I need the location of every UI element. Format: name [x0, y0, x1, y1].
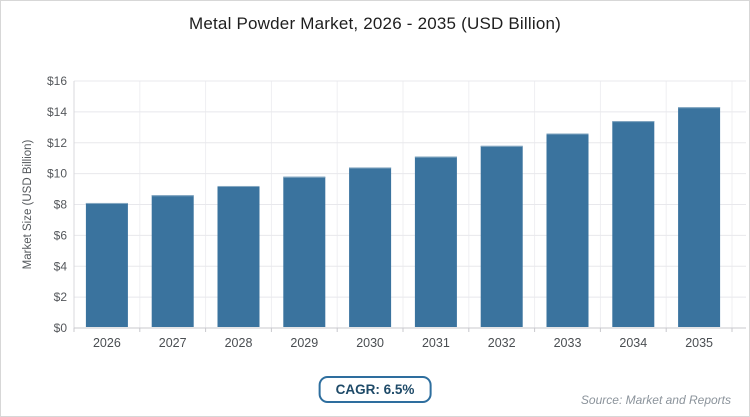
y-tick-label: $12	[47, 136, 67, 150]
y-tick-label: $8	[54, 198, 68, 212]
cagr-label: CAGR: 6.5%	[335, 382, 415, 397]
bar	[151, 195, 194, 327]
x-tick-label: 2035	[685, 336, 713, 350]
x-tick-label: 2029	[290, 336, 318, 350]
bar	[414, 156, 457, 327]
bar	[85, 202, 128, 327]
bar	[678, 107, 721, 328]
y-tick-label: $0	[54, 321, 68, 335]
x-tick-label: 2026	[93, 336, 121, 350]
bar	[480, 145, 523, 327]
y-tick-label: $14	[47, 105, 67, 119]
x-tick-label: 2034	[619, 336, 647, 350]
y-tick-label: $10	[47, 167, 67, 181]
y-tick-label: $6	[54, 228, 68, 242]
chart-title: Metal Powder Market, 2026 - 2035 (USD Bi…	[188, 14, 562, 33]
y-tick-label: $4	[54, 259, 68, 273]
source-attribution: Source: Market and Reports	[580, 393, 731, 407]
x-tick-label: 2028	[225, 336, 253, 350]
bar	[349, 167, 392, 327]
x-tick-label: 2027	[159, 336, 187, 350]
bar	[283, 176, 326, 327]
cagr-badge: CAGR: 6.5%	[318, 376, 432, 403]
y-tick-label: $16	[47, 74, 67, 88]
bar	[546, 133, 589, 327]
x-tick-label: 2032	[488, 336, 516, 350]
x-tick-label: 2033	[554, 336, 582, 350]
y-axis-title: Market Size (USD Billion)	[22, 139, 34, 269]
bar	[612, 121, 655, 327]
bar	[217, 185, 260, 327]
y-tick-label: $2	[54, 290, 68, 304]
x-tick-label: 2030	[356, 336, 384, 350]
x-tick-label: 2031	[422, 336, 450, 350]
